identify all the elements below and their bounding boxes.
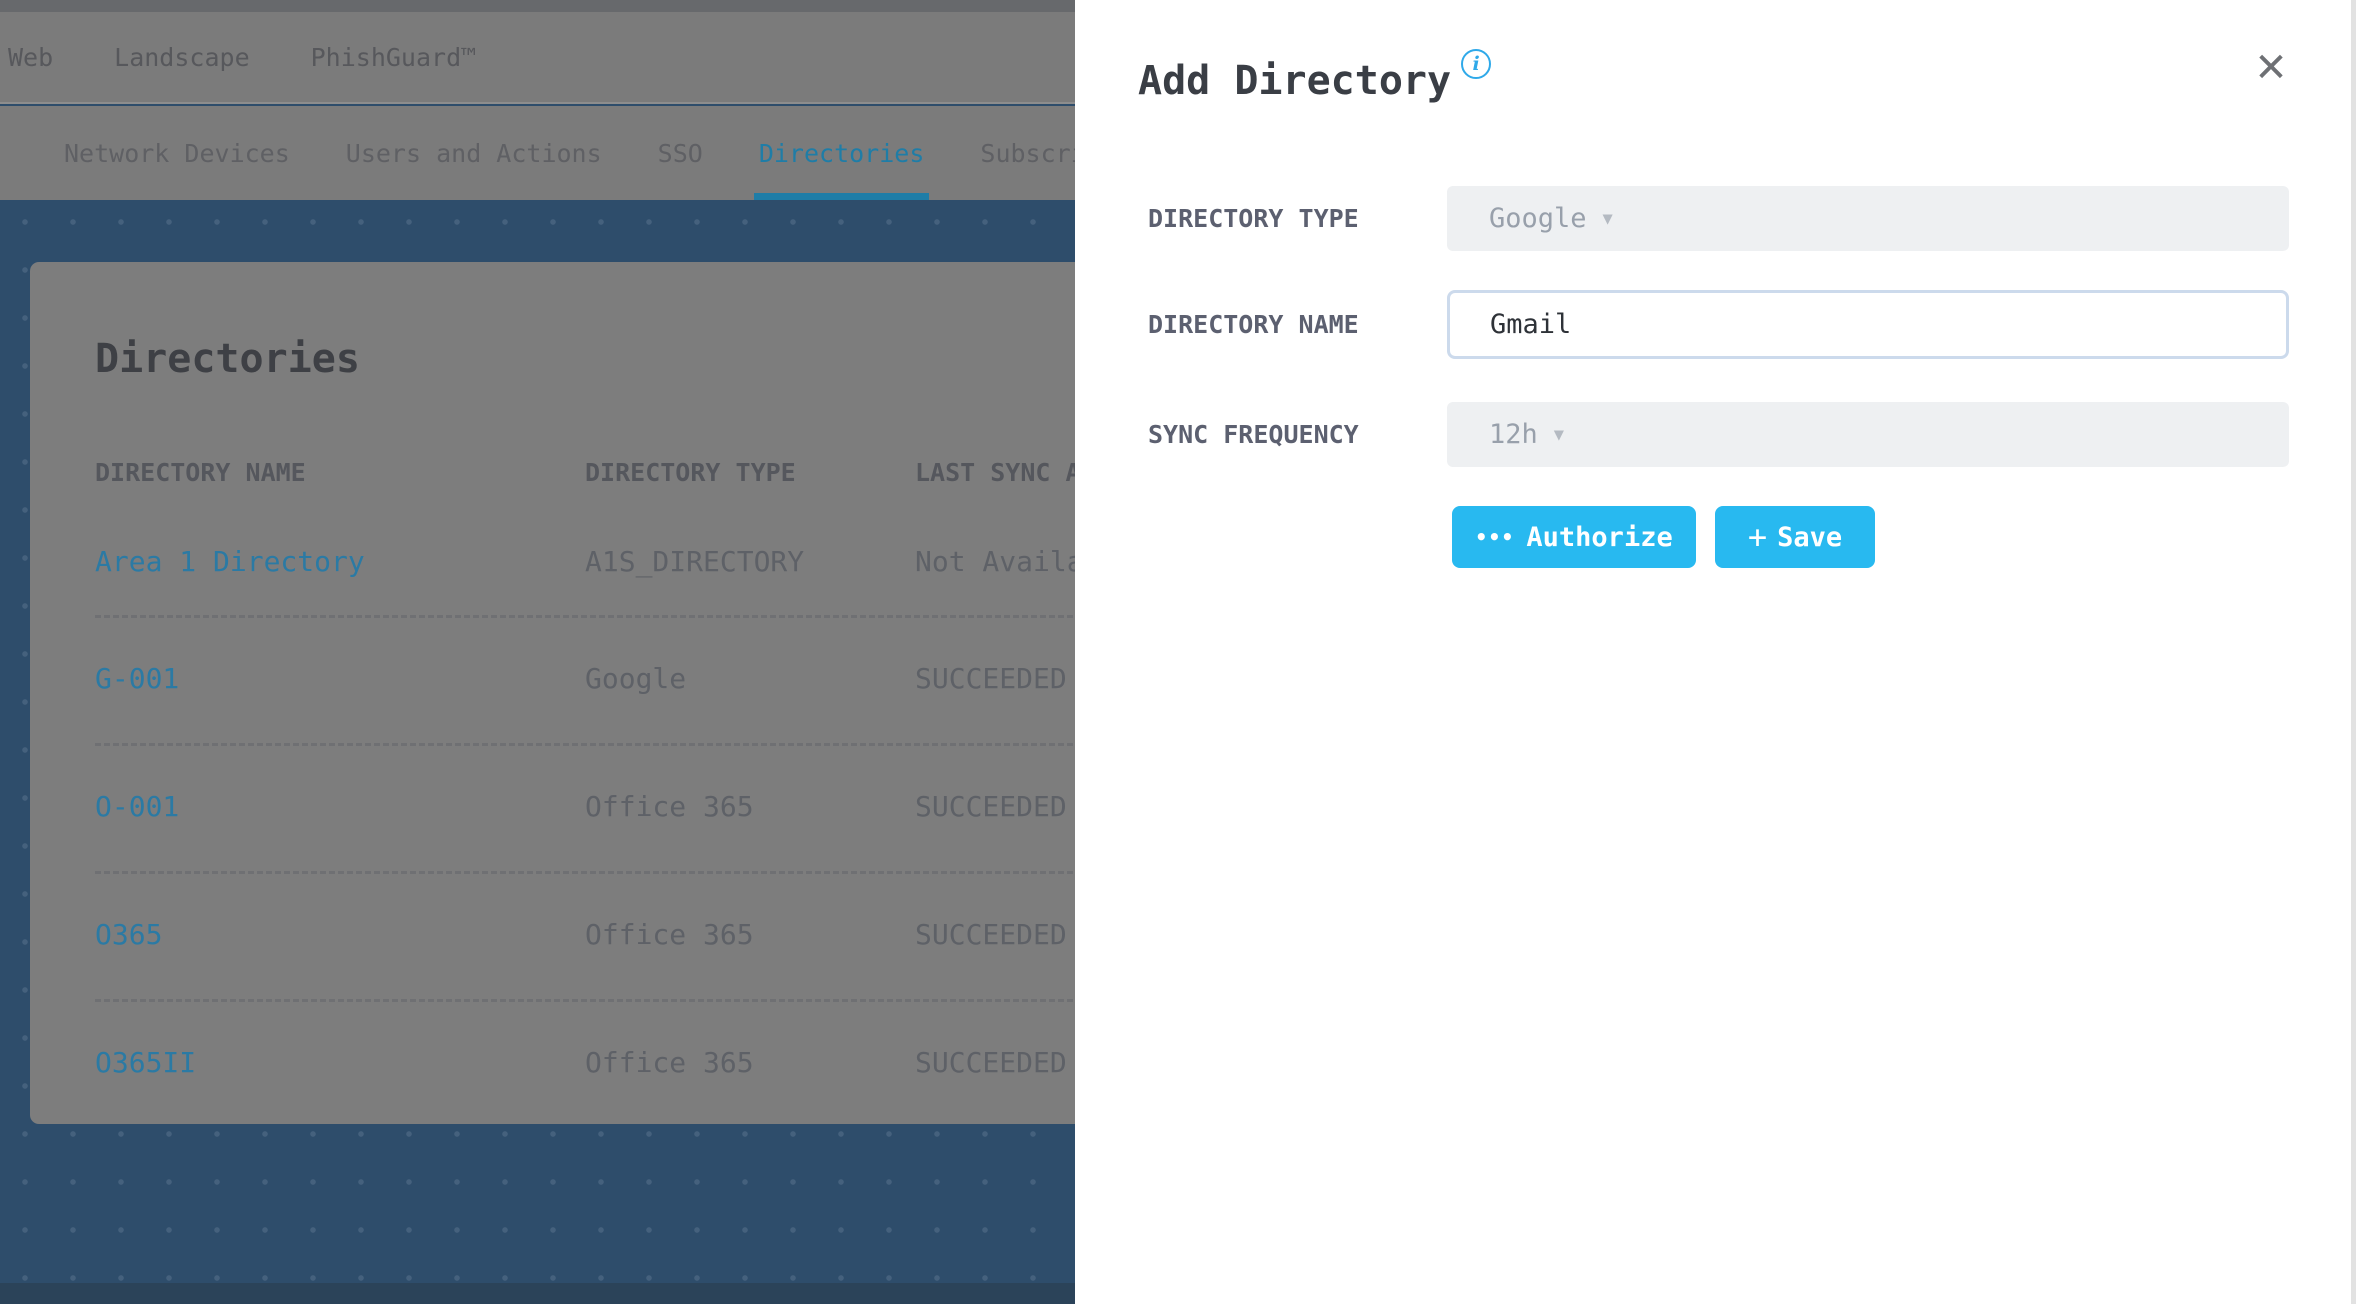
tab-directories-label: Directories: [758, 138, 925, 168]
info-icon[interactable]: i: [1461, 49, 1492, 79]
scrollbar-track[interactable]: [2351, 0, 2356, 1304]
last-sync-cell: SUCCEEDED: [915, 918, 1067, 951]
tab-sso[interactable]: SSO: [657, 138, 703, 168]
panel-title-row: Add Directory i: [1138, 49, 1492, 107]
brand-phishguard: PhishGuard™: [310, 42, 477, 72]
directory-link[interactable]: G-001: [95, 662, 180, 695]
directory-type-row: DIRECTORY TYPE Google ▼: [1075, 186, 2356, 251]
directory-type-cell: Office 365: [585, 790, 754, 823]
sync-frequency-select[interactable]: 12h ▼: [1447, 402, 2289, 467]
directory-link[interactable]: O-001: [95, 790, 180, 823]
nav-item-landscape[interactable]: Landscape: [114, 42, 250, 72]
directory-name-label: DIRECTORY NAME: [1148, 310, 1359, 339]
directory-link[interactable]: O365II: [95, 1046, 197, 1079]
tab-directories[interactable]: Directories: [753, 106, 930, 200]
ellipsis-icon: •••: [1475, 525, 1515, 549]
last-sync-cell: SUCCEEDED: [915, 790, 1067, 823]
directory-type-cell: Office 365: [585, 1046, 754, 1079]
directory-link[interactable]: Area 1 Directory: [95, 545, 365, 578]
chevron-down-icon: ▼: [1553, 424, 1565, 445]
chevron-down-icon: ▼: [1602, 208, 1613, 229]
directory-name-input[interactable]: [1447, 290, 2289, 359]
sync-frequency-value: 12h: [1489, 419, 1538, 450]
save-button[interactable]: + Save: [1715, 506, 1875, 568]
directory-type-label: DIRECTORY TYPE: [1148, 204, 1359, 233]
save-button-label: Save: [1777, 521, 1843, 553]
plus-icon: +: [1747, 518, 1768, 556]
last-sync-cell: SUCCEEDED: [915, 662, 1067, 695]
last-sync-cell: SUCCEEDED: [915, 1046, 1067, 1079]
directory-name-row: DIRECTORY NAME: [1075, 290, 2356, 359]
directory-type-value: Google: [1489, 203, 1587, 234]
authorize-button-label: Authorize: [1526, 521, 1673, 553]
tab-users-and-actions[interactable]: Users and Actions: [345, 138, 602, 168]
column-header-directory-type: DIRECTORY TYPE: [585, 458, 796, 487]
sync-frequency-row: SYNC FREQUENCY 12h ▼: [1075, 402, 2356, 467]
directories-card-title: Directories: [95, 336, 360, 382]
add-directory-panel: Add Directory i ✕ DIRECTORY TYPE Google …: [1075, 0, 2356, 1304]
directory-link[interactable]: O365: [95, 918, 163, 951]
nav-item-web[interactable]: Web: [8, 42, 54, 72]
close-icon[interactable]: ✕: [2247, 44, 2295, 92]
sync-frequency-label: SYNC FREQUENCY: [1148, 420, 1359, 449]
column-header-directory-name: DIRECTORY NAME: [95, 458, 306, 487]
directory-type-cell: Office 365: [585, 918, 754, 951]
directory-type-cell: Google: [585, 662, 687, 695]
directory-type-select[interactable]: Google ▼: [1447, 186, 2289, 251]
directory-type-cell: A1S_DIRECTORY: [585, 545, 805, 578]
panel-actions: ••• Authorize + Save: [1452, 506, 1875, 568]
authorize-button[interactable]: ••• Authorize: [1452, 506, 1696, 568]
tab-network-devices[interactable]: Network Devices: [64, 138, 290, 168]
active-tab-underline: [753, 193, 930, 200]
panel-title: Add Directory: [1138, 58, 1452, 104]
